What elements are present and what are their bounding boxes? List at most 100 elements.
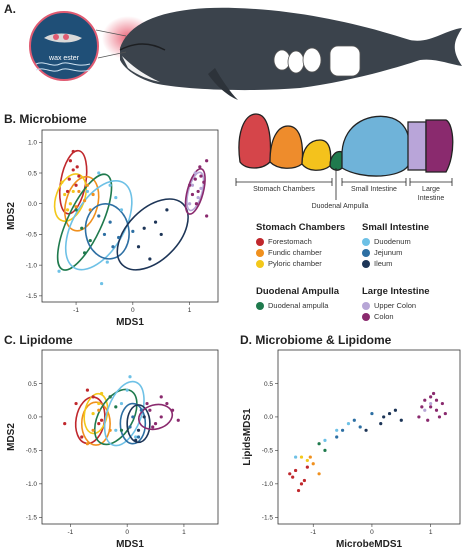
y-tick-label: -0.5 <box>26 448 38 455</box>
x-tick-label: 0 <box>131 307 135 314</box>
data-point <box>358 425 362 429</box>
data-point <box>108 395 112 399</box>
data-point <box>151 425 155 429</box>
data-point <box>145 401 149 406</box>
data-point <box>74 208 78 212</box>
legend-item: Upper Colon <box>362 301 416 310</box>
data-point <box>364 428 368 432</box>
data-point <box>139 408 143 412</box>
group-ellipse <box>84 203 130 260</box>
data-point <box>105 260 109 264</box>
whale-chin <box>122 56 160 82</box>
data-point <box>153 220 158 224</box>
legend-heading: Stomach Chambers <box>256 222 346 233</box>
group-ellipse <box>93 388 138 446</box>
group-ellipse <box>184 167 206 215</box>
x-axis-label: MDS1 <box>116 317 144 328</box>
data-point <box>134 435 138 439</box>
gut-label-duodenal: Duodenal Ampulla <box>312 203 369 210</box>
data-point <box>57 269 61 273</box>
plot-frame <box>277 349 461 525</box>
data-point <box>190 183 195 187</box>
data-point <box>434 398 439 402</box>
panel-a-label: A. <box>4 2 16 16</box>
group-ellipse <box>138 403 174 431</box>
legend-item: Ileum <box>362 259 392 268</box>
gut-label-stomach: Stomach Chambers <box>253 186 315 193</box>
data-point <box>114 428 118 432</box>
y-tick-label: 1.0 <box>28 140 37 147</box>
panel-c-title: C. Lipidome <box>4 333 73 347</box>
data-point <box>335 435 339 439</box>
y-tick-label: -1.5 <box>262 515 274 522</box>
gut-label-large-2: Intestine <box>418 195 445 202</box>
x-axis-label: MDS1 <box>116 539 144 550</box>
data-point <box>108 183 112 187</box>
data-point <box>67 177 71 181</box>
data-point <box>75 165 79 169</box>
data-point <box>114 405 118 409</box>
data-point <box>131 415 135 419</box>
data-point <box>188 183 192 187</box>
whale-illustration: wax ester <box>29 7 462 100</box>
data-point <box>100 391 104 396</box>
data-point <box>85 442 90 446</box>
group-ellipse <box>64 175 100 232</box>
data-point <box>68 202 72 206</box>
legend-label: Upper Colon <box>374 301 417 310</box>
data-point <box>382 415 386 419</box>
data-point <box>148 408 152 412</box>
legend-label: Duodenum <box>374 237 411 246</box>
legend-item: Duodenum <box>362 237 411 246</box>
data-point <box>299 482 304 486</box>
group-ellipse <box>80 401 111 446</box>
data-point <box>108 220 112 224</box>
y-axis-label: MDS2 <box>6 202 17 230</box>
whale-body <box>120 7 462 91</box>
y-tick-label: 0.0 <box>264 414 273 421</box>
fundic-shape <box>269 125 304 169</box>
forestomach-shape <box>238 113 272 169</box>
data-point <box>199 186 203 190</box>
y-tick-label: -1.0 <box>26 262 38 269</box>
x-tick-label: 1 <box>182 529 186 536</box>
colon-shape <box>425 119 454 173</box>
lipidome-scatter-plot: 0.5 0.0 -0.5 -1.0 -1.5 -1 0 1 MDS1 MDS2 <box>6 349 219 550</box>
data-point <box>82 251 87 255</box>
data-point <box>82 199 87 203</box>
legend-heading: Small Intestine <box>362 222 430 233</box>
data-point <box>142 415 146 419</box>
data-point <box>88 238 92 243</box>
y-axis-label: LipidsMDS1 <box>242 408 253 466</box>
y-axis-label: MDS2 <box>6 423 17 451</box>
upper-colon-shape <box>407 121 427 171</box>
data-point <box>199 174 203 178</box>
data-point <box>108 428 112 432</box>
data-point <box>77 189 81 194</box>
x-tick-label: -1 <box>310 529 316 536</box>
data-point <box>148 257 152 261</box>
data-point <box>165 401 169 406</box>
data-point <box>194 202 199 206</box>
data-point <box>136 245 141 249</box>
data-point <box>100 418 104 422</box>
legend-swatch <box>362 237 370 246</box>
data-point <box>170 408 175 412</box>
data-point <box>323 448 327 452</box>
pyloric-shape <box>301 139 332 171</box>
data-point <box>291 475 295 479</box>
data-point <box>80 435 84 439</box>
krill-icon <box>44 33 82 43</box>
data-point <box>85 388 90 392</box>
x-tick-label: 0 <box>370 529 374 536</box>
legend-swatch <box>256 301 264 310</box>
data-point <box>190 192 195 197</box>
gut-illustration: Stomach Chambers Small Intestine Large I… <box>235 113 454 210</box>
data-point <box>437 415 442 419</box>
data-point <box>193 171 197 175</box>
data-point <box>63 192 67 197</box>
data-point <box>91 428 95 432</box>
legend-swatch <box>256 259 264 268</box>
data-point <box>114 195 118 200</box>
legend-label: Colon <box>374 312 394 321</box>
